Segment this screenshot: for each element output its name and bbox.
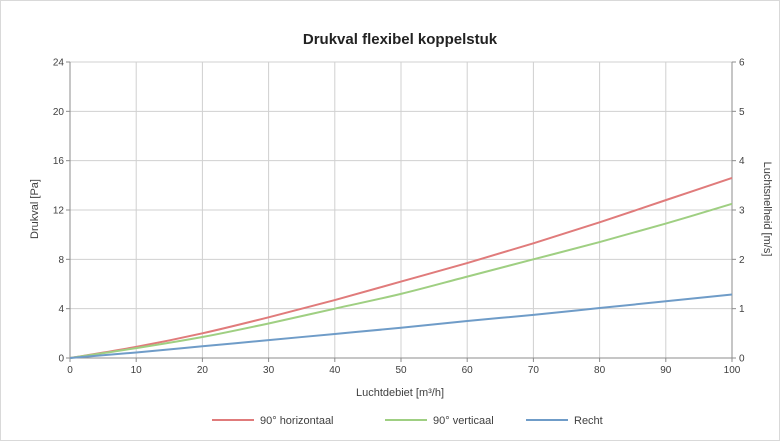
- x-tick-label: 100: [724, 365, 741, 376]
- legend-item: 90° verticaal: [385, 415, 494, 427]
- x-tick-label: 10: [131, 365, 143, 376]
- x-tick-label: 30: [263, 365, 275, 376]
- y-tick-labels: 0 4 8 12 16 20 24: [53, 58, 65, 365]
- y2-tick-label: 1: [739, 304, 745, 315]
- legend-item: Recht: [526, 415, 603, 427]
- y-tick-label: 24: [53, 58, 65, 69]
- axes: [66, 61, 736, 362]
- y-tick-label: 8: [58, 255, 64, 266]
- legend-label: Recht: [574, 415, 603, 427]
- series-line-1: [69, 176, 733, 359]
- x-tick-label: 40: [329, 365, 341, 376]
- x-tick-label: 60: [462, 365, 474, 376]
- legend-item: 90° horizontaal: [212, 415, 334, 427]
- y2-tick-label: 6: [739, 58, 745, 69]
- y2-tick-label: 4: [739, 156, 745, 167]
- y-tick-label: 4: [58, 304, 64, 315]
- y2-axis-label: Luchtsnelheid [m/s]: [761, 162, 773, 257]
- y-tick-label: 16: [53, 156, 65, 167]
- series-lines: [69, 176, 733, 359]
- x-tick-label: 20: [197, 365, 209, 376]
- y2-tick-label: 2: [739, 255, 745, 266]
- gridlines: [70, 61, 733, 358]
- y-tick-label: 12: [53, 206, 65, 217]
- series-line-3: [69, 293, 733, 359]
- y2-tick-label: 0: [739, 354, 745, 365]
- x-tick-label: 80: [594, 365, 606, 376]
- legend-label: 90° horizontaal: [260, 415, 334, 427]
- y-tick-label: 20: [53, 107, 65, 118]
- x-tick-label: 50: [395, 365, 407, 376]
- legend: 90° horizontaal 90° verticaal Recht: [212, 415, 603, 427]
- x-tick-label: 90: [660, 365, 672, 376]
- y-axis-label: Drukval [Pa]: [29, 179, 41, 239]
- y-tick-label: 0: [58, 354, 64, 365]
- x-tick-label: 0: [67, 365, 73, 376]
- y2-tick-label: 5: [739, 107, 745, 118]
- chart-title: Drukval flexibel koppelstuk: [303, 31, 498, 48]
- y2-tick-label: 3: [739, 206, 745, 217]
- y2-tick-labels: 0 1 2 3 4 5 6: [739, 58, 745, 365]
- x-tick-label: 70: [528, 365, 540, 376]
- x-tick-labels: 0 10 20 30 40 50 60 70 80 90 100: [67, 365, 741, 376]
- series-line-2: [69, 202, 733, 359]
- x-axis-label: Luchtdebiet [m³/h]: [356, 387, 444, 399]
- legend-label: 90° verticaal: [433, 415, 494, 427]
